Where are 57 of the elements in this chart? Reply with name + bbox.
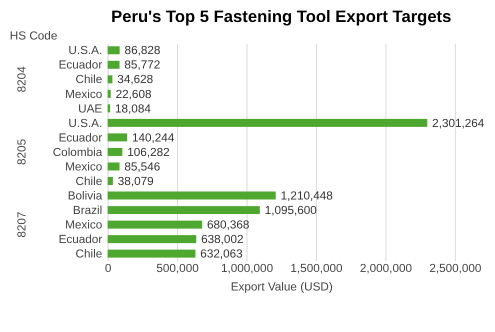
y-tick-label: U.S.A. <box>68 116 102 130</box>
data-label: 18,084 <box>115 102 152 116</box>
y-tick-label: Colombia <box>52 146 103 159</box>
x-tick-label: 1,000,000 <box>220 262 274 275</box>
y-axis-title: HS Code <box>10 29 58 42</box>
bar <box>108 192 276 200</box>
y-tick-label: UAE <box>78 102 102 116</box>
y-tick-label: Ecuador <box>58 58 102 72</box>
y-tick-label: Ecuador <box>58 233 102 246</box>
y-tick-label: Mexico <box>65 88 103 101</box>
data-label: 680,368 <box>207 218 250 232</box>
bar <box>108 90 111 98</box>
y-tick-label: Chile <box>76 73 102 86</box>
x-tick-label: 2,500,000 <box>429 262 482 275</box>
text: 8205 <box>15 138 28 165</box>
data-label: 86,828 <box>124 44 161 58</box>
data-label: 22,608 <box>116 88 152 101</box>
data-label: 2,301,264 <box>432 116 485 130</box>
x-tick-label: 500,000 <box>156 262 200 275</box>
bar <box>108 104 110 112</box>
y-tick-label: Mexico <box>65 218 103 232</box>
bar <box>108 60 120 69</box>
data-label: 1,095,600 <box>264 204 318 217</box>
y-tick-label: Bolivia <box>68 189 103 202</box>
y-tick-label: Ecuador <box>58 131 102 144</box>
data-label: 638,002 <box>201 233 244 246</box>
y-tick-label: Chile <box>76 248 102 261</box>
bar <box>108 206 260 214</box>
text: 8207 <box>15 212 28 238</box>
chart-title: Peru's Top 5 Fastening Tool Export Targets <box>111 6 452 26</box>
bar <box>108 46 120 54</box>
x-tick-label: 0 <box>104 262 112 275</box>
data-label: 632,063 <box>200 248 243 261</box>
bar <box>108 177 113 186</box>
data-label: 85,546 <box>124 160 160 174</box>
text: 8204 <box>15 66 28 92</box>
y-tick-label: U.S.A. <box>68 44 102 58</box>
x-axis-title: Export Value (USD) <box>230 280 333 294</box>
bar <box>108 148 122 156</box>
bar <box>108 162 120 170</box>
data-label: 106,282 <box>127 146 170 159</box>
y-tick-label: Mexico <box>65 160 103 174</box>
data-label: 140,244 <box>132 131 175 144</box>
bar <box>108 235 196 244</box>
x-tick-label: 1,500,000 <box>290 262 344 275</box>
bar <box>108 250 196 258</box>
bar <box>108 75 112 84</box>
y-tick-label: Chile <box>76 174 102 188</box>
data-label: 1,210,448 <box>280 189 334 202</box>
bar <box>108 220 202 229</box>
data-label: 34,628 <box>117 73 154 86</box>
data-label: 85,772 <box>124 58 160 72</box>
bar <box>108 118 428 127</box>
x-tick-label: 2,000,000 <box>360 262 412 275</box>
bar <box>108 133 128 142</box>
y-tick-label: Brazil <box>72 204 102 217</box>
data-label: 38,079 <box>118 174 154 188</box>
